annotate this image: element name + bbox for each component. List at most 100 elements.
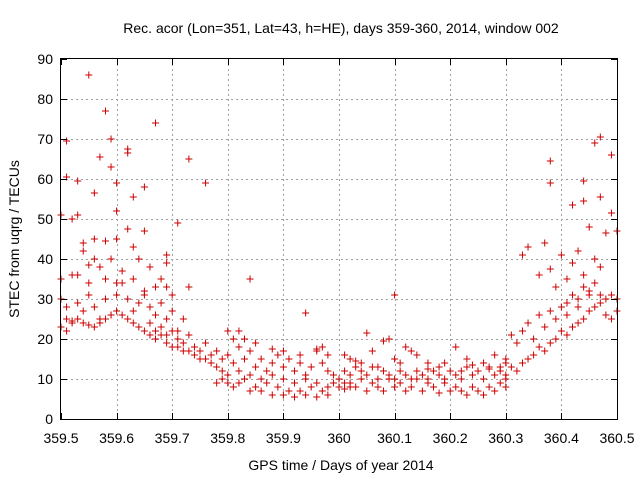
x-tick-label: 360.1: [377, 430, 412, 446]
data-point: [252, 363, 260, 371]
data-point: [274, 383, 282, 391]
data-point: [90, 235, 98, 243]
data-point: [468, 383, 476, 391]
data-point: [546, 265, 554, 273]
data-point: [85, 71, 93, 79]
data-point: [463, 355, 471, 363]
data-point: [218, 375, 226, 383]
data-point: [185, 347, 193, 355]
data-point: [157, 323, 165, 331]
data-point: [174, 219, 182, 227]
data-point: [185, 331, 193, 339]
data-point: [313, 393, 321, 401]
data-point: [452, 371, 460, 379]
data-point: [435, 363, 443, 371]
data-point: [396, 367, 404, 375]
data-point: [591, 139, 599, 147]
data-point: [513, 367, 521, 375]
data-point: [90, 323, 98, 331]
data-point: [146, 303, 154, 311]
data-point: [324, 391, 332, 399]
data-point: [452, 383, 460, 391]
data-point: [302, 309, 310, 317]
data-point: [435, 371, 443, 379]
plot-frame: [60, 58, 618, 420]
data-point: [174, 335, 182, 343]
data-point: [474, 387, 482, 395]
data-point: [291, 379, 299, 387]
y-tick-label: 50: [37, 211, 53, 227]
data-point: [113, 179, 121, 187]
data-point: [85, 321, 93, 329]
data-point: [507, 331, 515, 339]
data-point: [302, 391, 310, 399]
data-point: [502, 371, 510, 379]
data-point: [530, 351, 538, 359]
data-point: [224, 379, 232, 387]
data-point: [113, 235, 121, 243]
data-point: [74, 177, 82, 185]
x-tick-label: 359.9: [266, 430, 301, 446]
data-point: [607, 209, 615, 217]
data-point: [480, 375, 488, 383]
x-tick-label: 360.3: [488, 430, 523, 446]
data-point: [363, 329, 371, 337]
data-point: [152, 283, 160, 291]
data-point: [524, 319, 532, 327]
data-point: [202, 355, 210, 363]
data-point: [296, 387, 304, 395]
data-point: [602, 311, 610, 319]
data-point: [302, 375, 310, 383]
data-point: [357, 359, 365, 367]
data-point: [101, 237, 109, 245]
data-point: [496, 363, 504, 371]
data-point: [63, 303, 71, 311]
data-point: [430, 367, 438, 375]
x-tick-label: 359.5: [43, 430, 78, 446]
data-point: [413, 367, 421, 375]
data-point: [580, 197, 588, 205]
data-point: [229, 335, 237, 343]
data-point: [329, 379, 337, 387]
data-point: [335, 375, 343, 383]
data-point: [552, 283, 560, 291]
y-tick-label: 10: [37, 371, 53, 387]
x-tick-label: 359.7: [155, 430, 190, 446]
data-point: [202, 339, 210, 347]
data-point: [101, 107, 109, 115]
data-point: [357, 375, 365, 383]
data-point: [407, 347, 415, 355]
data-point: [124, 225, 132, 233]
data-point: [457, 387, 465, 395]
data-point: [541, 239, 549, 247]
data-point: [457, 367, 465, 375]
y-axis-tick-labels: 0 10 20 30 40 50 60 70 80 90: [37, 51, 53, 427]
x-tick-label: 359.8: [210, 430, 245, 446]
data-point: [163, 315, 171, 323]
data-point: [402, 371, 410, 379]
data-point: [296, 351, 304, 359]
data-point: [224, 351, 232, 359]
data-point: [591, 255, 599, 263]
data-point: [274, 351, 282, 359]
data-point: [546, 179, 554, 187]
data-point: [502, 359, 510, 367]
data-point: [79, 319, 87, 327]
data-point: [346, 371, 354, 379]
data-point: [90, 255, 98, 263]
data-point: [474, 367, 482, 375]
data-point: [118, 267, 126, 275]
data-point: [596, 299, 604, 307]
data-point: [291, 393, 299, 401]
data-point: [113, 291, 121, 299]
data-point: [202, 179, 210, 187]
data-point: [101, 295, 109, 303]
data-point: [363, 371, 371, 379]
data-point: [407, 383, 415, 391]
data-point: [152, 327, 160, 335]
data-point: [268, 391, 276, 399]
data-point: [101, 275, 109, 283]
data-point: [574, 319, 582, 327]
data-point: [213, 363, 221, 371]
data-point: [140, 227, 148, 235]
